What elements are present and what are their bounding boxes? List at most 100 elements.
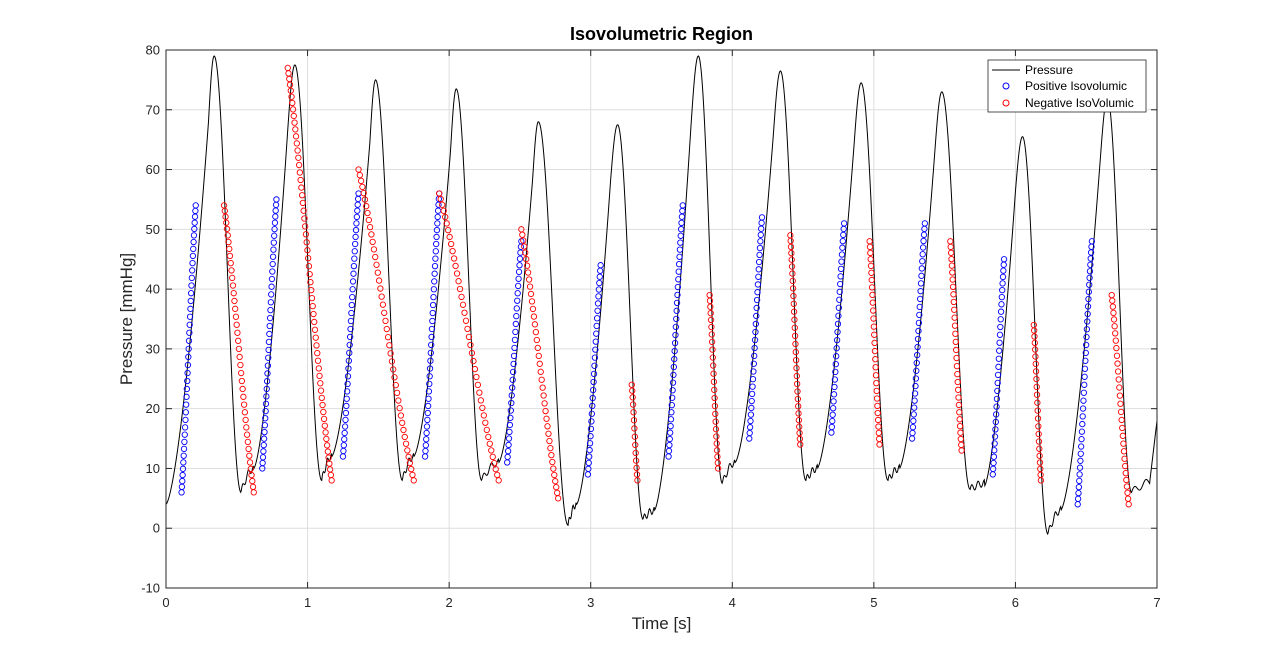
negative-isovolumic-marker	[1124, 489, 1131, 496]
negative-isovolumic-marker	[869, 291, 876, 299]
positive-isovolumic-marker	[265, 346, 272, 353]
positive-isovolumic-marker	[1076, 464, 1084, 471]
negative-isovolumic-marker	[365, 216, 372, 224]
positive-isovolumic-marker	[508, 392, 515, 399]
positive-isovolumic-marker	[831, 376, 839, 383]
positive-isovolumic-marker	[1082, 357, 1089, 364]
negative-isovolumic-marker	[788, 256, 795, 263]
positive-isovolumic-marker	[267, 299, 274, 306]
positive-isovolumic-marker	[596, 273, 603, 280]
positive-isovolumic-marker	[679, 202, 686, 209]
negative-isovolumic-marker	[528, 298, 536, 305]
negative-isovolumic-marker	[295, 161, 303, 169]
positive-isovolumic-marker	[913, 367, 920, 374]
y-tick-label: 20	[146, 401, 160, 416]
positive-isovolumic-marker	[354, 207, 361, 214]
negative-isovolumic-marker	[241, 409, 249, 416]
positive-isovolumic-marker	[669, 379, 677, 386]
positive-isovolumic-marker	[918, 265, 925, 272]
negative-isovolumic-marker	[1109, 303, 1117, 310]
positive-isovolumic-marker	[179, 465, 187, 472]
positive-isovolumic-marker	[994, 371, 1002, 379]
negative-isovolumic-marker	[311, 318, 318, 326]
negative-isovolumic-marker	[796, 423, 803, 430]
positive-isovolumic-marker	[911, 397, 918, 404]
negative-isovolumic-marker	[230, 290, 237, 297]
negative-isovolumic-marker	[634, 477, 641, 484]
positive-isovolumic-marker	[991, 447, 998, 454]
positive-isovolumic-marker	[186, 313, 194, 320]
positive-isovolumic-marker	[516, 255, 524, 262]
positive-isovolumic-marker	[668, 401, 675, 409]
negative-isovolumic-marker	[1116, 392, 1124, 399]
positive-isovolumic-marker	[341, 436, 348, 443]
y-tick-label: 70	[146, 102, 160, 117]
negative-isovolumic-marker	[630, 417, 638, 424]
negative-isovolumic-marker	[321, 422, 328, 429]
positive-isovolumic-marker	[837, 265, 845, 273]
negative-isovolumic-marker	[291, 119, 298, 126]
positive-isovolumic-marker	[832, 360, 839, 368]
positive-isovolumic-marker	[753, 312, 760, 320]
negative-isovolumic-marker	[956, 409, 963, 416]
negative-isovolumic-marker	[795, 403, 802, 410]
negative-isovolumic-marker	[391, 374, 398, 381]
negative-isovolumic-marker	[459, 301, 467, 308]
negative-isovolumic-marker	[229, 274, 236, 282]
positive-isovolumic-marker	[270, 239, 277, 246]
positive-isovolumic-marker	[1086, 274, 1093, 282]
negative-isovolumic-marker	[286, 75, 293, 83]
positive-isovolumic-marker	[345, 365, 352, 372]
negative-isovolumic-marker	[328, 477, 335, 484]
positive-isovolumic-marker	[992, 426, 999, 433]
negative-isovolumic-marker	[446, 233, 453, 241]
positive-isovolumic-marker	[506, 421, 514, 429]
negative-isovolumic-marker	[532, 328, 540, 336]
negative-isovolumic-marker	[950, 298, 957, 306]
negative-isovolumic-marker	[447, 240, 455, 248]
negative-isovolumic-marker	[867, 262, 875, 270]
negative-isovolumic-marker	[951, 322, 959, 329]
negative-isovolumic-marker	[521, 243, 528, 250]
negative-isovolumic-marker	[529, 305, 537, 313]
positive-isovolumic-marker	[259, 454, 267, 461]
positive-isovolumic-marker	[266, 322, 273, 330]
negative-isovolumic-marker	[1113, 352, 1121, 359]
positive-isovolumic-marker	[838, 251, 846, 258]
negative-isovolumic-marker	[868, 269, 875, 276]
negative-isovolumic-marker	[956, 416, 963, 423]
positive-isovolumic-marker	[431, 270, 438, 277]
negative-isovolumic-marker	[310, 310, 317, 318]
positive-isovolumic-marker	[669, 387, 676, 394]
negative-isovolumic-marker	[708, 323, 715, 331]
positive-isovolumic-marker	[182, 416, 189, 424]
positive-isovolumic-marker	[1080, 389, 1087, 396]
negative-isovolumic-marker	[319, 401, 326, 409]
positive-isovolumic-marker	[511, 336, 519, 343]
positive-isovolumic-marker	[673, 315, 680, 323]
negative-isovolumic-marker	[323, 435, 330, 443]
positive-isovolumic-marker	[917, 295, 924, 303]
negative-isovolumic-marker	[1113, 344, 1120, 352]
positive-isovolumic-marker	[590, 370, 598, 378]
negative-isovolumic-marker	[790, 300, 797, 307]
negative-isovolumic-marker	[305, 255, 312, 262]
negative-isovolumic-marker	[301, 215, 308, 222]
positive-isovolumic-marker	[585, 459, 592, 467]
negative-isovolumic-marker	[1032, 368, 1040, 375]
positive-isovolumic-marker	[515, 282, 522, 290]
positive-isovolumic-marker	[919, 258, 926, 265]
negative-isovolumic-marker	[300, 207, 307, 214]
positive-isovolumic-marker	[427, 357, 434, 364]
positive-isovolumic-marker	[1080, 397, 1087, 404]
positive-isovolumic-marker	[833, 336, 841, 344]
negative-isovolumic-marker	[374, 269, 381, 276]
negative-isovolumic-marker	[550, 465, 557, 472]
negative-isovolumic-marker	[1031, 333, 1038, 340]
positive-isovolumic-marker	[667, 429, 674, 436]
negative-isovolumic-marker	[360, 189, 367, 197]
negative-isovolumic-marker	[788, 263, 796, 270]
positive-isovolumic-marker	[341, 429, 348, 437]
positive-isovolumic-marker	[590, 386, 597, 394]
positive-isovolumic-marker	[999, 286, 1006, 294]
